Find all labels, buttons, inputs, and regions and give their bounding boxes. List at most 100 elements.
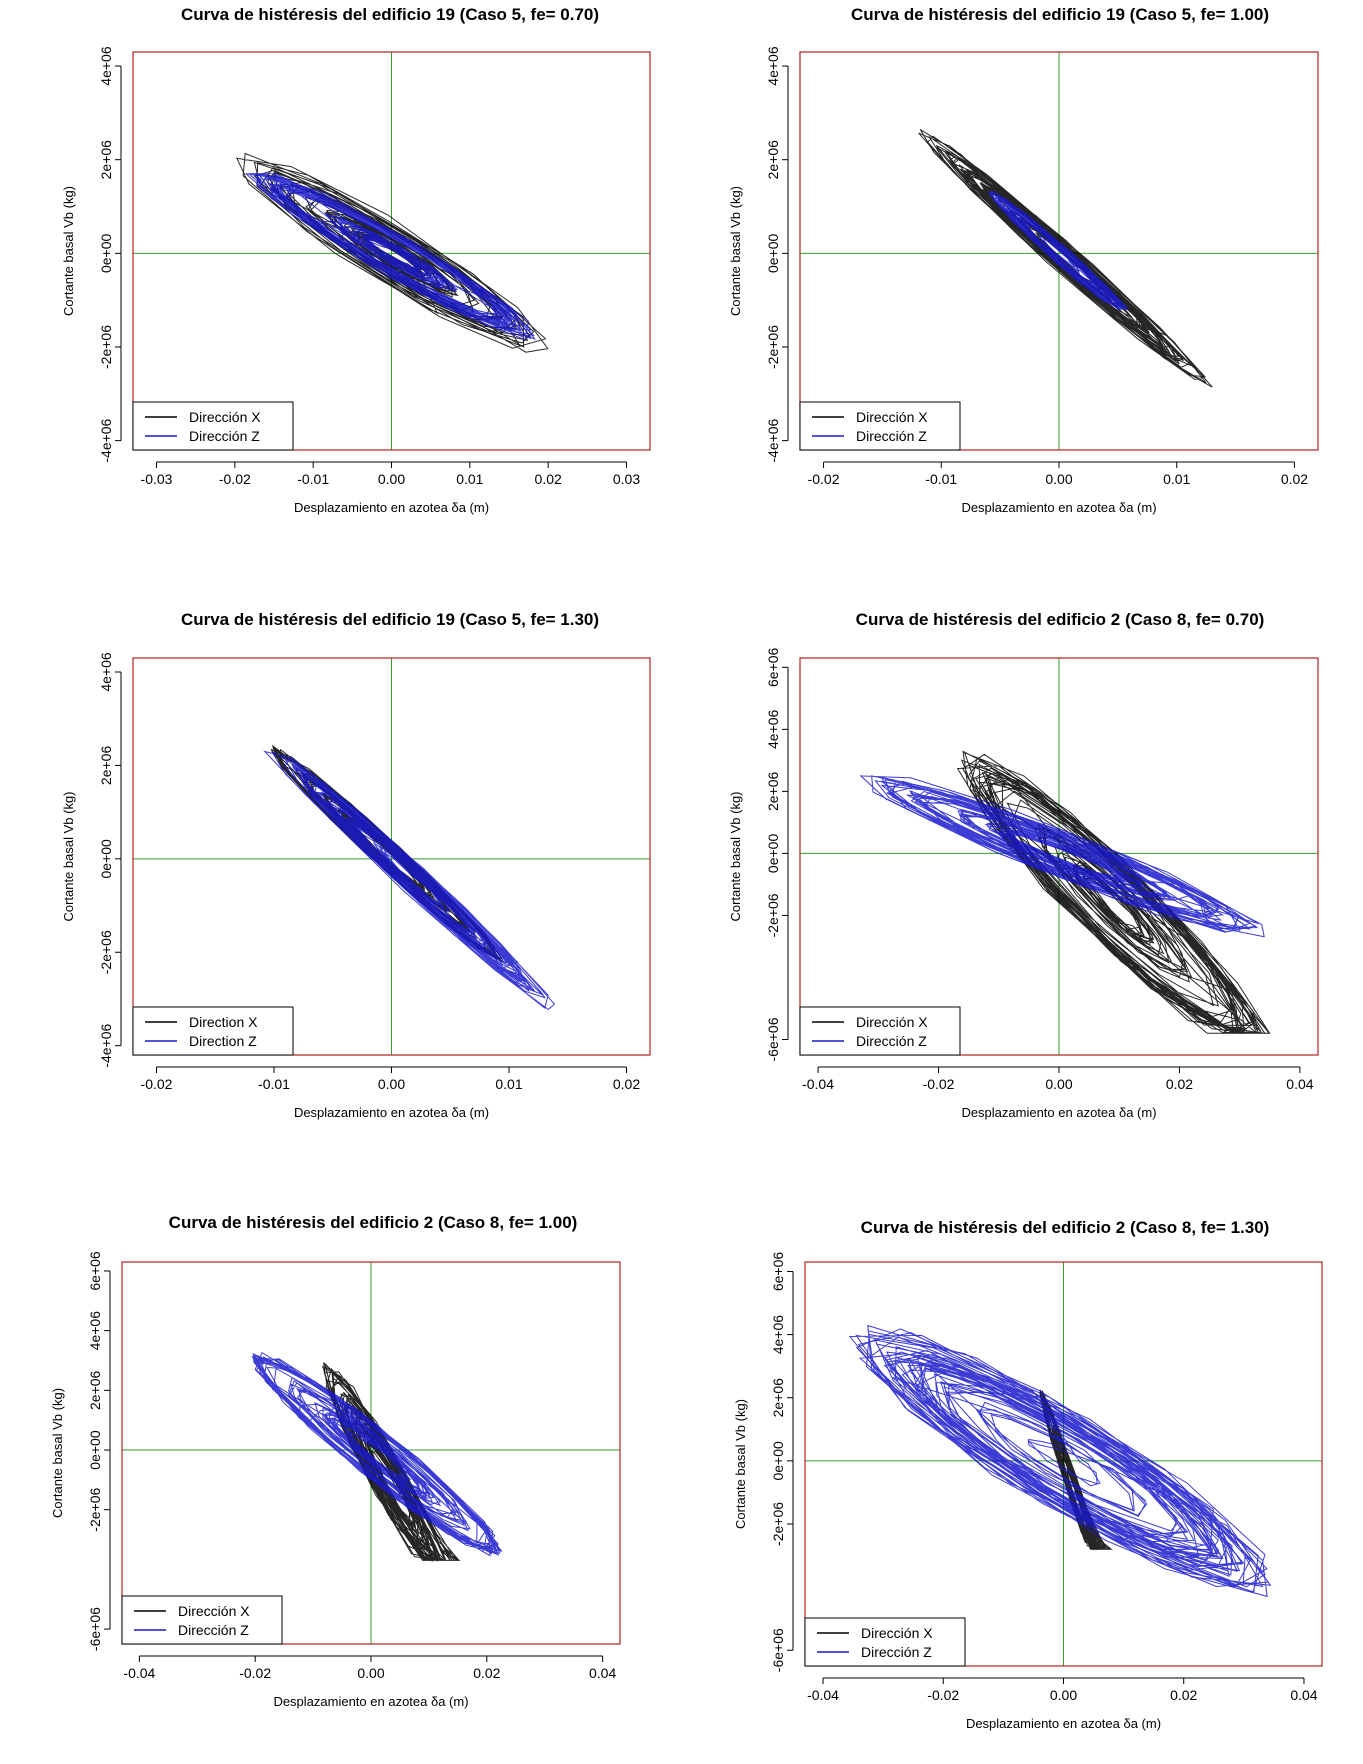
- y-tick-label: 6e+06: [765, 647, 781, 687]
- y-tick-label: -2e+06: [765, 325, 781, 369]
- legend-label: Dirección X: [856, 409, 928, 425]
- plot-frame: [132, 51, 651, 451]
- chart-title: Curva de histéresis del edificio 2 (Caso…: [861, 1218, 1270, 1237]
- series-line-z: [263, 750, 556, 1011]
- x-tick-label: -0.01: [925, 471, 957, 487]
- x-axis-label: Desplazamiento en azotea δa (m): [966, 1716, 1161, 1731]
- legend-label: Dirección X: [178, 1603, 250, 1619]
- legend: Direction X Direction Z: [132, 1006, 294, 1056]
- series-line-x: [956, 750, 1271, 1035]
- legend-box: [132, 401, 294, 451]
- y-axis-label: Cortante basal Vb (kg): [61, 186, 76, 316]
- y-tick-label: 2e+06: [98, 140, 114, 180]
- x-tick-label: 0.02: [1281, 471, 1308, 487]
- plot-area: [251, 1351, 503, 1563]
- x-tick-label: -0.02: [927, 1687, 959, 1703]
- legend-label: Dirección Z: [861, 1644, 932, 1660]
- chart-title: Curva de histéresis del edificio 2 (Caso…: [169, 1213, 578, 1232]
- chart-title: Curva de histéresis del edificio 2 (Caso…: [856, 610, 1265, 629]
- legend-box: [799, 401, 961, 451]
- chart-title: Curva de histéresis del edificio 19 (Cas…: [181, 5, 599, 24]
- x-tick-label: 0.02: [535, 471, 562, 487]
- x-tick-label: 0.04: [589, 1665, 616, 1681]
- y-tick-label: 2e+06: [98, 746, 114, 786]
- legend: Dirección X Dirección Z: [799, 1006, 961, 1056]
- y-tick-label: -4e+06: [765, 418, 781, 462]
- x-tick-label: 0.04: [1286, 1076, 1313, 1092]
- y-axis-label: Cortante basal Vb (kg): [733, 1399, 748, 1529]
- y-tick-label: 4e+06: [765, 709, 781, 749]
- x-tick-label: -0.02: [141, 1076, 173, 1092]
- legend-label: Dirección Z: [178, 1622, 249, 1638]
- legend-label: Direction X: [189, 1014, 258, 1030]
- x-tick-label: 0.00: [378, 1076, 405, 1092]
- y-tick-label: -4e+06: [98, 1023, 114, 1067]
- y-tick-label: 0e+00: [98, 839, 114, 879]
- series-line-z: [987, 190, 1129, 311]
- plot-frame: [132, 657, 651, 1056]
- y-tick-label: 2e+06: [765, 140, 781, 180]
- y-tick-label: 0e+00: [87, 1430, 103, 1470]
- series-line-z: [848, 1324, 1272, 1598]
- chart-title: Curva de histéresis del edificio 19 (Cas…: [181, 610, 599, 629]
- x-axis-label: Desplazamiento en azotea δa (m): [961, 1105, 1156, 1120]
- x-tick-label: -0.01: [258, 1076, 290, 1092]
- hysteresis-chart-2: Curva de histéresis del edificio 19 (Cas…: [728, 5, 1319, 515]
- hysteresis-chart-4: Curva de histéresis del edificio 2 (Caso…: [728, 610, 1319, 1120]
- y-tick-label: 0e+00: [765, 233, 781, 273]
- y-tick-label: 6e+06: [770, 1252, 786, 1292]
- legend: Dirección X Dirección Z: [799, 401, 961, 451]
- y-tick-label: -2e+06: [98, 325, 114, 369]
- series-line-x: [1039, 1389, 1113, 1551]
- y-tick-label: 6e+06: [87, 1251, 103, 1291]
- legend-label: Dirección X: [861, 1625, 933, 1641]
- legend-label: Dirección Z: [856, 428, 927, 444]
- x-tick-label: 0.02: [613, 1076, 640, 1092]
- y-axis-label: Cortante basal Vb (kg): [50, 1388, 65, 1518]
- y-tick-label: -4e+06: [98, 418, 114, 462]
- x-tick-label: 0.04: [1290, 1687, 1317, 1703]
- series-line-z: [244, 172, 537, 341]
- y-tick-label: 4e+06: [98, 46, 114, 86]
- plot-area: [859, 750, 1271, 1035]
- x-tick-label: 0.00: [1045, 1076, 1072, 1092]
- y-tick-label: 0e+00: [98, 233, 114, 273]
- plot-area: [263, 744, 556, 1011]
- legend-label: Dirección Z: [189, 428, 260, 444]
- y-tick-label: 2e+06: [765, 771, 781, 811]
- legend-label: Dirección Z: [856, 1033, 927, 1049]
- x-tick-label: 0.01: [456, 471, 483, 487]
- y-axis-label: Cortante basal Vb (kg): [728, 791, 743, 921]
- plot-frame: [799, 51, 1319, 451]
- x-tick-label: -0.03: [141, 471, 173, 487]
- x-tick-label: 0.01: [1163, 471, 1190, 487]
- y-tick-label: 4e+06: [87, 1311, 103, 1351]
- y-tick-label: 0e+00: [770, 1441, 786, 1481]
- chart-title: Curva de histéresis del edificio 19 (Cas…: [851, 5, 1269, 24]
- hysteresis-chart-1: Curva de histéresis del edificio 19 (Cas…: [61, 5, 651, 515]
- x-tick-label: 0.02: [1166, 1076, 1193, 1092]
- legend-box: [121, 1595, 283, 1645]
- y-tick-label: -6e+06: [770, 1628, 786, 1672]
- legend-label: Direction Z: [189, 1033, 257, 1049]
- y-tick-label: -2e+06: [770, 1502, 786, 1546]
- y-tick-label: 4e+06: [770, 1315, 786, 1355]
- x-tick-label: -0.01: [297, 471, 329, 487]
- y-tick-label: 4e+06: [98, 652, 114, 692]
- x-axis-label: Desplazamiento en azotea δa (m): [294, 500, 489, 515]
- x-tick-label: 0.01: [495, 1076, 522, 1092]
- x-tick-label: -0.02: [239, 1665, 271, 1681]
- y-tick-label: 0e+00: [765, 834, 781, 874]
- x-tick-label: -0.02: [808, 471, 840, 487]
- x-tick-label: -0.02: [923, 1076, 955, 1092]
- y-axis-label: Cortante basal Vb (kg): [728, 186, 743, 316]
- y-tick-label: 4e+06: [765, 46, 781, 86]
- plot-frame: [799, 657, 1319, 1056]
- y-tick-label: -6e+06: [87, 1607, 103, 1651]
- x-tick-label: -0.04: [807, 1687, 839, 1703]
- series-line-z: [859, 775, 1265, 938]
- legend: Dirección X Dirección Z: [132, 401, 294, 451]
- x-tick-label: 0.00: [1045, 471, 1072, 487]
- plot-frame: [121, 1261, 621, 1645]
